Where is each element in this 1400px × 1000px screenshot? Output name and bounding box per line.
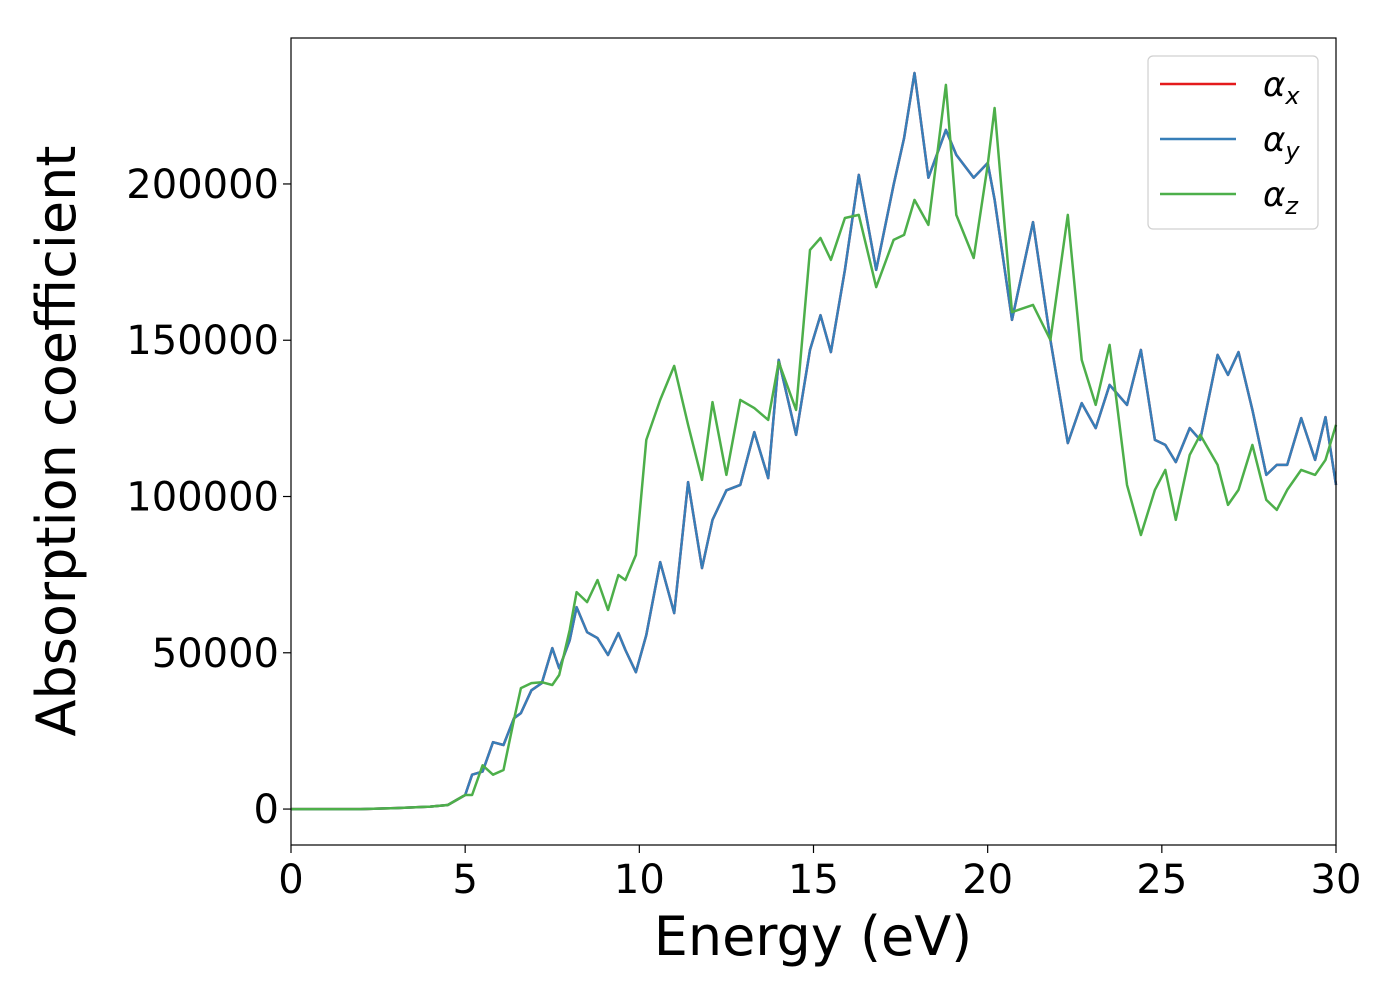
x-axis-label: Energy (eV) xyxy=(654,905,973,968)
plot-frame xyxy=(290,37,1337,846)
x-tick-label: 10 xyxy=(614,857,665,903)
y-tick-label: 100000 xyxy=(126,475,279,521)
y-tick-label: 200000 xyxy=(126,162,279,208)
legend-label: αx xyxy=(1263,65,1300,110)
x-tick-label: 25 xyxy=(1136,857,1187,903)
series-line xyxy=(291,71,1338,811)
y-tick-label: 0 xyxy=(254,787,279,833)
legend-label: αy xyxy=(1263,120,1300,165)
y-axis-label: Absorption coefficient xyxy=(25,146,88,737)
x-tick-label: 5 xyxy=(452,857,477,903)
x-tick-label: 30 xyxy=(1311,857,1362,903)
x-tick-label: 0 xyxy=(278,857,303,903)
y-tick-label: 50000 xyxy=(152,631,279,677)
series-line xyxy=(291,83,1338,811)
legend-label: αz xyxy=(1263,175,1299,220)
y-tick-label: 150000 xyxy=(126,318,279,364)
x-tick-label: 20 xyxy=(962,857,1013,903)
x-tick-label: 15 xyxy=(788,857,839,903)
legend-box xyxy=(1147,55,1319,230)
